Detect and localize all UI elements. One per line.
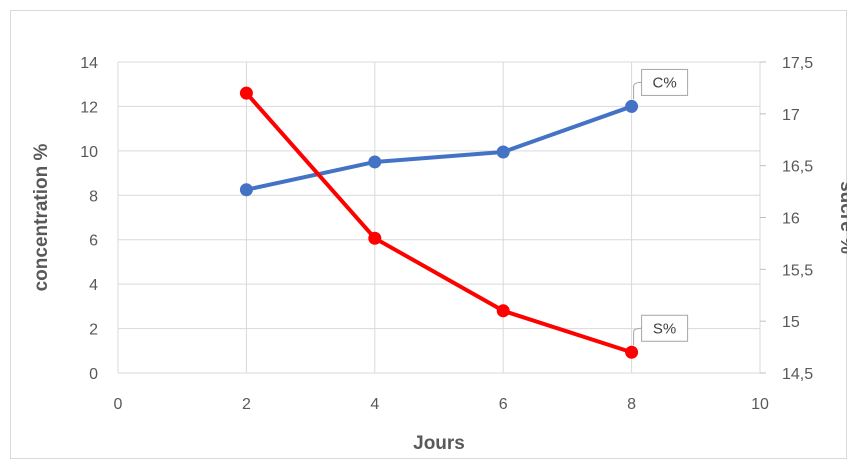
series-label: C% [653, 74, 677, 91]
series-line-1 [244, 104, 634, 192]
callout-leader [633, 327, 642, 346]
y-tick-label: 8 [89, 188, 98, 205]
y2-tick-label: 15 [782, 314, 800, 331]
chart-area-border [10, 10, 847, 459]
data-point [496, 145, 510, 159]
series-label: S% [653, 320, 676, 337]
y2-tick-label: 16,5 [782, 159, 813, 176]
x-tick-label: 0 [114, 396, 123, 413]
data-point [239, 86, 253, 100]
y2-tick-label: 15,5 [782, 262, 813, 279]
x-axis-title: Jours [413, 433, 465, 454]
series-line-2 [244, 91, 634, 355]
callout-leader [633, 81, 642, 100]
x-tick-label: 8 [627, 396, 636, 413]
data-point [625, 345, 639, 359]
y-tick-label: 12 [80, 99, 98, 116]
x-tick-label: 6 [499, 396, 508, 413]
secondary-y-axis-title: sucre % [836, 181, 847, 254]
y-axis-title: concentration % [31, 144, 52, 292]
y2-tick-label: 14,5 [782, 366, 813, 383]
data-callouts: C% S% [633, 68, 689, 346]
data-point [496, 304, 510, 318]
y-tick-label: 6 [89, 233, 98, 250]
data-point [625, 99, 639, 113]
axes: 0 2 4 6 8 10 12 14 0 2 4 6 8 10 14,5 15 15,5 16 16,5 17 17,5 [80, 55, 813, 413]
y-tick-label: 10 [80, 144, 98, 161]
y-tick-label: 14 [80, 55, 98, 72]
data-point [239, 183, 253, 197]
y-tick-label: 4 [89, 277, 98, 294]
x-tick-label: 10 [751, 396, 769, 413]
x-tick-label: 2 [242, 396, 251, 413]
data-point [368, 231, 382, 245]
y-tick-label: 2 [89, 322, 98, 339]
y-tick-label: 0 [89, 366, 98, 383]
callout-box [641, 314, 689, 342]
data-point [368, 155, 382, 169]
callout-box [641, 68, 689, 96]
y2-tick-label: 16 [782, 211, 800, 228]
y2-tick-label: 17,5 [782, 55, 813, 72]
series-lines [239, 86, 639, 359]
y2-tick-label: 17 [782, 107, 800, 124]
x-tick-label: 4 [370, 396, 379, 413]
